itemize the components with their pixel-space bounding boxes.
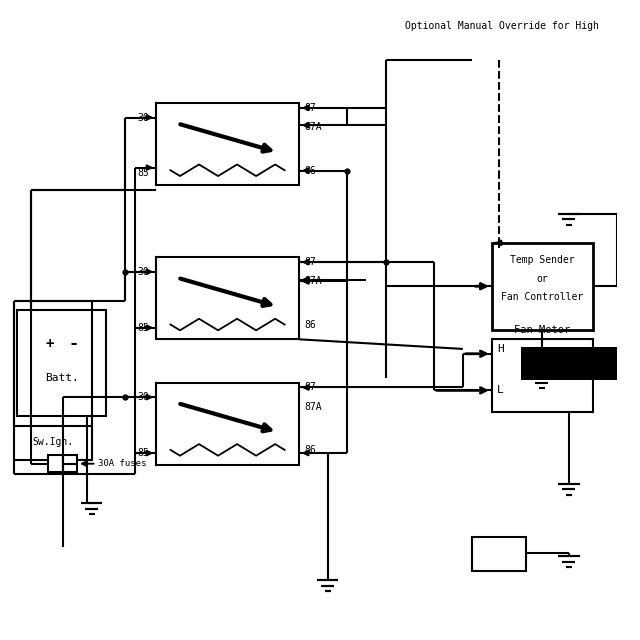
Text: 87A: 87A [305, 122, 323, 132]
Text: H: H [497, 344, 504, 354]
Bar [156, 103, 299, 185]
Bar [521, 347, 617, 380]
Text: Optional Manual Override for High: Optional Manual Override for High [405, 21, 599, 31]
Text: 87A: 87A [305, 276, 323, 287]
Bar [156, 257, 299, 339]
Text: Fan Controller: Fan Controller [500, 292, 583, 302]
Text: Sw.Ign.: Sw.Ign. [33, 438, 74, 447]
Text: Temp Sender: Temp Sender [509, 255, 574, 265]
Bar [63, 455, 77, 472]
Text: -: - [68, 335, 78, 353]
Text: 87A: 87A [305, 402, 323, 412]
Text: 30A fuses: 30A fuses [99, 459, 147, 468]
Bar [492, 243, 593, 330]
Text: or: or [536, 273, 548, 284]
Bar [492, 339, 593, 412]
Text: 30: 30 [138, 267, 150, 276]
Text: 85: 85 [138, 168, 150, 179]
Text: 87: 87 [305, 383, 316, 392]
Bar [17, 310, 106, 417]
Text: Batt.: Batt. [45, 373, 79, 383]
Bar [15, 426, 92, 460]
Bar [48, 455, 63, 472]
Text: Fan Motor: Fan Motor [514, 324, 570, 335]
Text: 87: 87 [305, 257, 316, 267]
Bar [156, 383, 299, 465]
Text: 86: 86 [305, 166, 316, 175]
Text: 85: 85 [138, 323, 150, 333]
Text: 85: 85 [138, 448, 150, 458]
Text: 86: 86 [305, 320, 316, 330]
Text: L: L [497, 385, 504, 396]
Text: +: + [46, 337, 54, 351]
Text: 30: 30 [138, 113, 150, 122]
Text: 87: 87 [305, 103, 316, 113]
Text: 86: 86 [305, 445, 316, 455]
Bar [472, 537, 525, 571]
Text: 30: 30 [138, 392, 150, 402]
